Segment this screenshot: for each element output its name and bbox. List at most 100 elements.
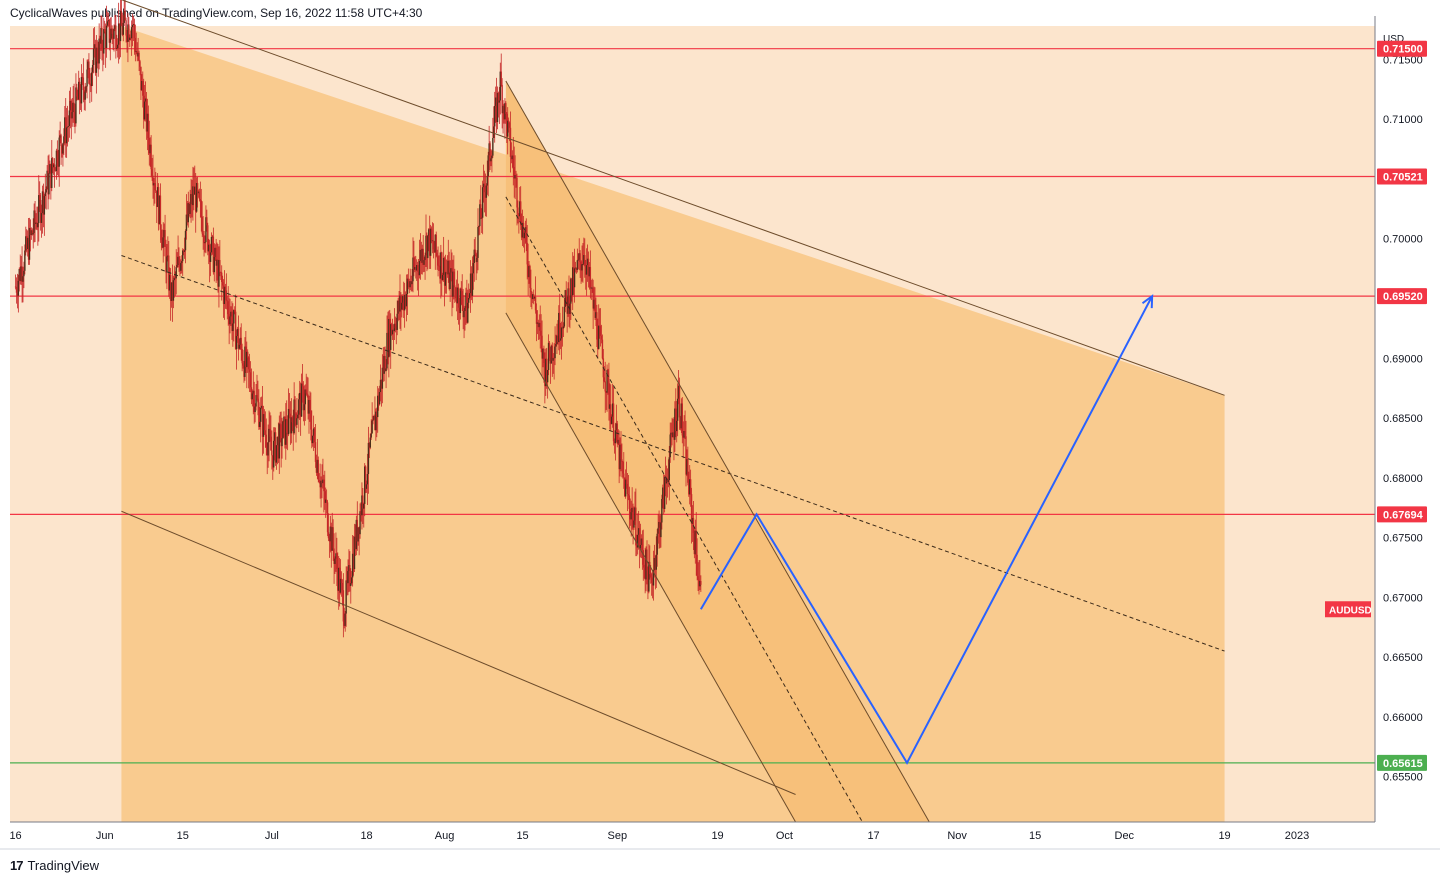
candle-body — [45, 189, 47, 193]
candle-body — [600, 335, 603, 340]
candle-body — [312, 435, 314, 444]
candle-body — [48, 173, 50, 195]
candle-body — [176, 264, 178, 268]
candle-body — [655, 554, 657, 570]
tradingview-logo[interactable]: 17 TradingView — [10, 858, 99, 873]
candle-body — [397, 300, 399, 314]
candle-body — [430, 228, 433, 241]
candle-body — [618, 439, 620, 470]
candle-body — [212, 236, 215, 273]
candle-body — [501, 84, 503, 114]
candle-body — [192, 186, 194, 206]
candle-body — [129, 37, 131, 40]
candle-body — [648, 561, 650, 592]
candle-body — [401, 302, 403, 310]
candle-body — [88, 61, 90, 84]
candle-body — [181, 261, 183, 263]
candle-body — [310, 410, 312, 430]
candle-body — [141, 80, 143, 91]
candle-body — [358, 527, 360, 535]
time-tick-label: 19 — [1218, 830, 1230, 842]
candle-body — [351, 553, 354, 578]
candle-body — [571, 278, 573, 296]
candle-body — [630, 512, 632, 520]
candle-body — [180, 262, 182, 271]
candle-body — [92, 48, 95, 65]
candle-body — [75, 87, 77, 124]
price-tick-label: 0.70000 — [1383, 234, 1423, 246]
candle-body — [359, 511, 361, 535]
candle-body — [24, 250, 26, 271]
candle-body — [581, 264, 583, 271]
candle-body — [221, 281, 224, 286]
candle-body — [464, 307, 466, 311]
candle-body — [644, 567, 646, 580]
candle-body — [589, 267, 592, 288]
candle-body — [213, 256, 215, 273]
candle-body — [338, 567, 340, 591]
candle-body — [622, 461, 624, 474]
candle-body — [66, 126, 69, 128]
candle-body — [613, 441, 616, 444]
candle-body — [416, 265, 418, 271]
candle-body — [471, 273, 474, 296]
candle-body — [683, 430, 685, 438]
candle-body — [697, 576, 699, 580]
candle-body — [637, 534, 639, 548]
candle-body — [456, 287, 459, 304]
candle-body — [299, 392, 301, 400]
candle-body — [73, 102, 75, 112]
candle-body — [508, 122, 511, 128]
candle-body — [117, 44, 119, 49]
candle-body — [298, 399, 300, 415]
candle-body — [57, 166, 59, 167]
candle-body — [395, 328, 397, 330]
candle-body — [459, 288, 462, 314]
candle-body — [126, 35, 128, 42]
candle-body — [552, 357, 554, 361]
candle-body — [309, 399, 311, 411]
candle-body — [503, 105, 505, 120]
candle-body — [154, 183, 156, 191]
candle-body — [36, 222, 38, 228]
candle-body — [170, 282, 173, 301]
candle-body — [651, 582, 654, 586]
price-level-tag-3 — [1377, 506, 1427, 523]
candle-body — [290, 417, 293, 434]
candle-body — [189, 203, 191, 214]
projection-arrowhead — [1141, 294, 1154, 309]
candle-body — [297, 414, 299, 419]
candle-body — [409, 281, 411, 288]
candle-body — [385, 368, 387, 372]
candle-body — [215, 247, 217, 266]
candle-body — [417, 271, 420, 276]
candle-body — [689, 479, 691, 495]
candle-body — [344, 613, 346, 626]
candle-body — [422, 248, 424, 265]
candle-body — [16, 292, 19, 296]
candle-body — [411, 281, 413, 285]
candle-body — [308, 399, 310, 414]
candle-body — [547, 342, 550, 371]
candle-body — [113, 29, 115, 39]
candle-body — [28, 227, 31, 260]
candle-body — [437, 256, 439, 266]
price-level-tag-2 — [1377, 288, 1427, 305]
candle-body — [200, 200, 202, 218]
candle-body — [381, 367, 384, 389]
candle-body — [26, 237, 29, 250]
candle-body — [663, 487, 665, 509]
candle-body — [367, 442, 370, 475]
candle-body — [182, 250, 184, 262]
candle-body — [418, 261, 421, 276]
candle-body — [528, 266, 530, 278]
candle-body — [169, 274, 172, 301]
candle-body — [128, 24, 130, 40]
candle-body — [14, 286, 17, 288]
candle-body — [340, 578, 343, 584]
price-tick-label: 0.68500 — [1383, 413, 1423, 425]
candle-body — [111, 28, 113, 34]
candle-body — [20, 266, 22, 282]
